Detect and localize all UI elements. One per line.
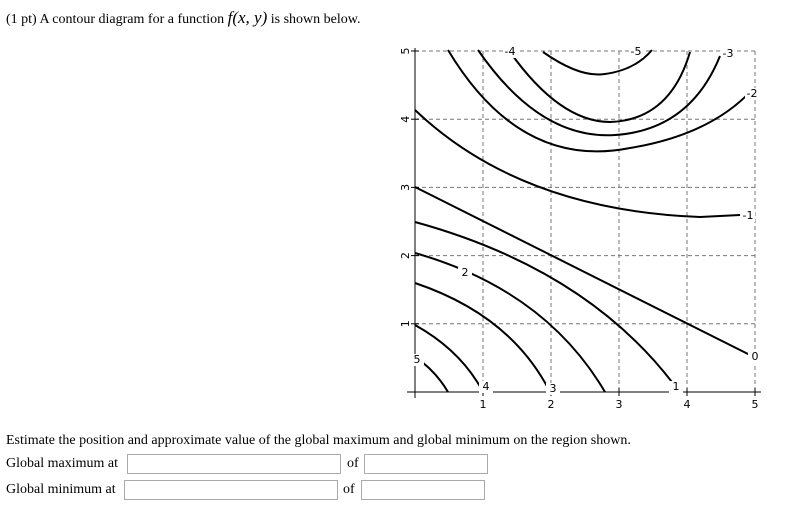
statement-text: (1 pt) A contour diagram for a function: [6, 12, 225, 27]
contour-label: 3: [550, 382, 557, 395]
label-bg: [629, 46, 643, 58]
of-label: of: [347, 456, 359, 471]
answer-row: Global maximum at of: [6, 454, 488, 474]
contour-label: -1: [743, 209, 754, 222]
contour: [414, 252, 606, 393]
y-tick-label: 5: [399, 48, 412, 55]
y-tick-label: 1: [399, 320, 412, 327]
x-tick-label: 5: [752, 398, 759, 411]
answer-label: Global maximum at: [6, 456, 118, 471]
contour-label: 4: [483, 380, 490, 393]
contour-label: -5: [631, 45, 642, 58]
x-tick-label: 3: [616, 398, 623, 411]
label-bg: [721, 48, 735, 60]
contour: [447, 49, 753, 153]
contour: [414, 221, 679, 391]
question: Estimate the position and approximate va…: [6, 433, 631, 448]
contour-label: -3: [723, 47, 734, 60]
problem-statement: (1 pt) A contour diagram for a function …: [6, 8, 360, 28]
contour-label: 1: [673, 380, 680, 393]
statement-text: is shown below.: [270, 12, 361, 27]
label-bg: [745, 88, 759, 100]
contour-label: 5: [414, 353, 421, 366]
label-bg: [546, 383, 560, 395]
contour: [477, 49, 721, 137]
answer-row: Global minimum at of: [6, 480, 485, 500]
x-tick-label: 2: [548, 398, 555, 411]
x-tick-label: 4: [684, 398, 691, 411]
label-bg: [669, 381, 683, 393]
contour-label: 2: [462, 266, 469, 279]
x-tick-label: 1: [480, 398, 487, 411]
contour: [414, 324, 483, 391]
of-label: of: [343, 482, 355, 497]
y-tick-label: 3: [399, 184, 412, 191]
contour-label: 0: [752, 350, 759, 363]
contour: [414, 186, 751, 356]
function-name: f(x, y): [227, 8, 268, 27]
max-value-input[interactable]: [364, 454, 488, 474]
max-position-input[interactable]: [127, 454, 341, 474]
label-bg: [741, 210, 755, 222]
min-value-input[interactable]: [361, 480, 485, 500]
label-bg: [458, 267, 472, 279]
contour: [542, 49, 653, 76]
contour: [509, 51, 691, 124]
contour-label: -2: [747, 87, 758, 100]
label-bg: [748, 351, 762, 363]
answer-label: Global minimum at: [6, 482, 116, 497]
y-tick-label: 4: [399, 116, 412, 123]
contour-plot: 1 2 3 4 5 1 2 3 4 5 5 4 3 2 1 0 -1 -2 -3 -4 -5: [399, 45, 762, 411]
contour-label: -4: [505, 45, 516, 58]
label-bg: [479, 381, 493, 393]
label-bg: [410, 354, 424, 366]
contour: [414, 282, 550, 391]
min-position-input[interactable]: [124, 480, 338, 500]
contour: [414, 109, 741, 219]
y-tick-label: 2: [399, 252, 412, 259]
label-bg: [503, 46, 517, 58]
